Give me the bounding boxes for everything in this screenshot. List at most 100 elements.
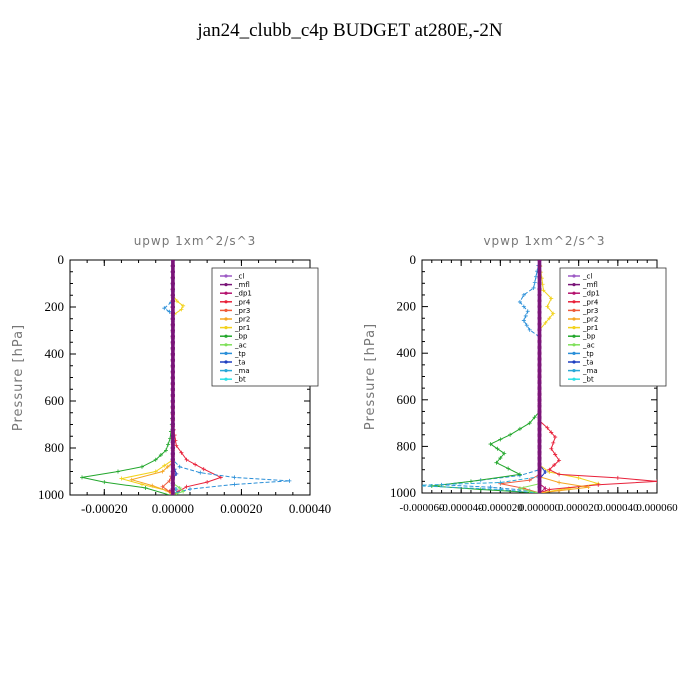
y-tick-label: 800 (397, 438, 417, 453)
series-marker-mfl (170, 469, 175, 474)
series-marker-tp (527, 327, 532, 332)
series-marker-mfl (537, 322, 542, 327)
series-marker-bp (517, 426, 522, 431)
legend-label: _pr4 (234, 298, 251, 306)
series-marker-tp (177, 464, 182, 469)
panel-title: upwp 1xm^2/s^3 (134, 234, 257, 248)
series-marker-mfl (537, 345, 542, 350)
legend-marker (224, 283, 228, 287)
legend-marker (572, 334, 576, 338)
legend-label: _ma (234, 367, 250, 375)
series-marker-mfl (537, 310, 542, 315)
legend-label: _tp (582, 350, 594, 358)
series-marker-mfl (537, 362, 542, 367)
legend-label: _bp (234, 333, 248, 341)
x-tick-label: 0.000060 (636, 502, 678, 514)
series-marker-pr4 (557, 458, 562, 463)
legend-marker (572, 317, 576, 321)
series-marker-mfl (537, 263, 542, 268)
series-marker-pr3 (167, 478, 172, 483)
series-marker-pr4 (596, 482, 601, 487)
series-marker-mfl (537, 298, 542, 303)
y-tick-label: 1000 (390, 485, 416, 500)
series-marker-tp (188, 487, 192, 492)
series-marker-mfl (537, 386, 542, 391)
series-marker-mfl (170, 299, 175, 304)
series-marker-mfl (537, 391, 542, 396)
series-marker-mfl (170, 428, 175, 433)
legend-marker (224, 274, 228, 278)
series-marker-tp (523, 313, 528, 318)
series-marker-mfl (537, 432, 542, 437)
x-tick-label: 0.00000 (152, 501, 194, 516)
series-marker-pr4 (545, 425, 550, 430)
series-marker-tp (521, 318, 526, 323)
series-marker-tp (287, 478, 292, 483)
legend-marker (572, 351, 576, 355)
series-line-pr2 (129, 260, 174, 495)
series-marker-ma (498, 480, 503, 485)
series-marker-bp (102, 480, 107, 485)
series-marker-mfl (170, 375, 175, 380)
legend-label: _bt (234, 376, 246, 384)
legend-marker (572, 343, 576, 347)
y-tick-label: 400 (45, 346, 65, 361)
series-marker-pr1 (549, 296, 554, 301)
series-marker-pr4 (179, 450, 184, 455)
series-marker-tp (533, 274, 538, 279)
series-line-ma (422, 260, 540, 493)
series-marker-tp (517, 299, 522, 304)
legend-label: _pr1 (582, 324, 598, 332)
series-marker-mfl (537, 479, 542, 484)
panel-1: upwp 1xm^2/s^3 Pressure [hPa] 0 200 400 600 80… (11, 234, 331, 516)
series-marker-pr4 (184, 484, 189, 489)
legend-marker (572, 326, 576, 330)
series-marker-mfl (537, 374, 542, 379)
legend-label: _ac (582, 341, 595, 349)
series-marker-tp (521, 292, 526, 297)
series-marker-bp (140, 464, 144, 469)
legend-label: _tp (234, 350, 246, 358)
series-marker-bp (488, 442, 493, 447)
series-marker-pr1 (162, 463, 167, 468)
series-marker-bp (532, 415, 537, 420)
y-tick-label: 200 (397, 299, 417, 314)
series-marker-pr2 (557, 480, 562, 485)
series-marker-pr2 (165, 464, 170, 469)
legend: _cl_mfl_dp1_pr4_pr3_pr2_pr1_bp_ac_tp_ta_… (559, 267, 667, 387)
series-marker-ac (174, 491, 179, 495)
series-group (80, 260, 292, 495)
series-marker-mfl (537, 269, 542, 274)
series-marker-mfl (170, 287, 175, 292)
series-marker-mfl (537, 275, 542, 280)
legend-marker (572, 369, 576, 373)
series-marker-mfl (170, 457, 175, 462)
series-marker-bp (116, 469, 120, 474)
y-tick-label: 1000 (38, 487, 64, 502)
series-marker-pr4 (615, 475, 620, 480)
legend-label: _ma (582, 367, 598, 375)
series-marker-tp (525, 309, 530, 314)
legend-marker (224, 369, 228, 373)
x-tick-label: -0.000020 (478, 502, 523, 514)
series-marker-ma (174, 487, 179, 492)
legend-marker (572, 291, 576, 295)
y-tick-label: 800 (45, 440, 65, 455)
series-marker-mfl (537, 339, 542, 344)
legend-marker (224, 343, 228, 347)
legend-label: _bp (582, 333, 596, 341)
series-line-pr3 (500, 260, 540, 493)
x-tick-label: 0.000020 (558, 502, 600, 514)
legend-label: _pr3 (234, 307, 250, 315)
series-marker-pr2 (150, 483, 155, 488)
series-marker-mfl (170, 328, 175, 333)
legend-marker (572, 274, 576, 278)
series-marker-bp (517, 472, 522, 477)
series-marker-pr2 (586, 485, 591, 490)
series-marker-tp (524, 323, 529, 328)
series-marker-pr4 (551, 440, 556, 445)
series-marker-mfl (537, 260, 542, 262)
series-marker-mfl (537, 327, 542, 332)
series-marker-pr3 (160, 484, 165, 489)
